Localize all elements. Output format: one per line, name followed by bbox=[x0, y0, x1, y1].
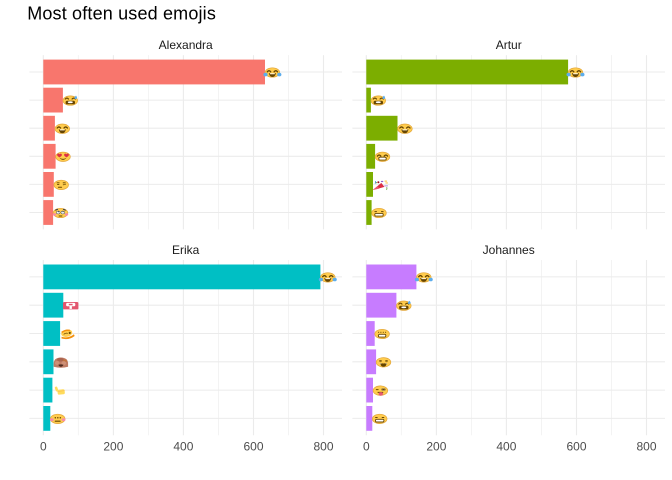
svg-text:0: 0 bbox=[40, 440, 47, 454]
svg-text:Erika: Erika bbox=[172, 243, 200, 257]
svg-text:Artur: Artur bbox=[496, 38, 522, 52]
svg-text:600: 600 bbox=[243, 440, 263, 454]
svg-text:400: 400 bbox=[173, 440, 193, 454]
svg-text:200: 200 bbox=[103, 440, 123, 454]
svg-text:600: 600 bbox=[566, 440, 586, 454]
svg-text:400: 400 bbox=[496, 440, 516, 454]
svg-text:Alexandra: Alexandra bbox=[159, 38, 213, 52]
svg-text:800: 800 bbox=[636, 440, 656, 454]
svg-text:Johannes: Johannes bbox=[483, 243, 535, 257]
svg-text:800: 800 bbox=[313, 440, 333, 454]
svg-text:Most often used emojis: Most often used emojis bbox=[27, 4, 216, 24]
svg-text:200: 200 bbox=[426, 440, 446, 454]
svg-text:0: 0 bbox=[363, 440, 370, 454]
